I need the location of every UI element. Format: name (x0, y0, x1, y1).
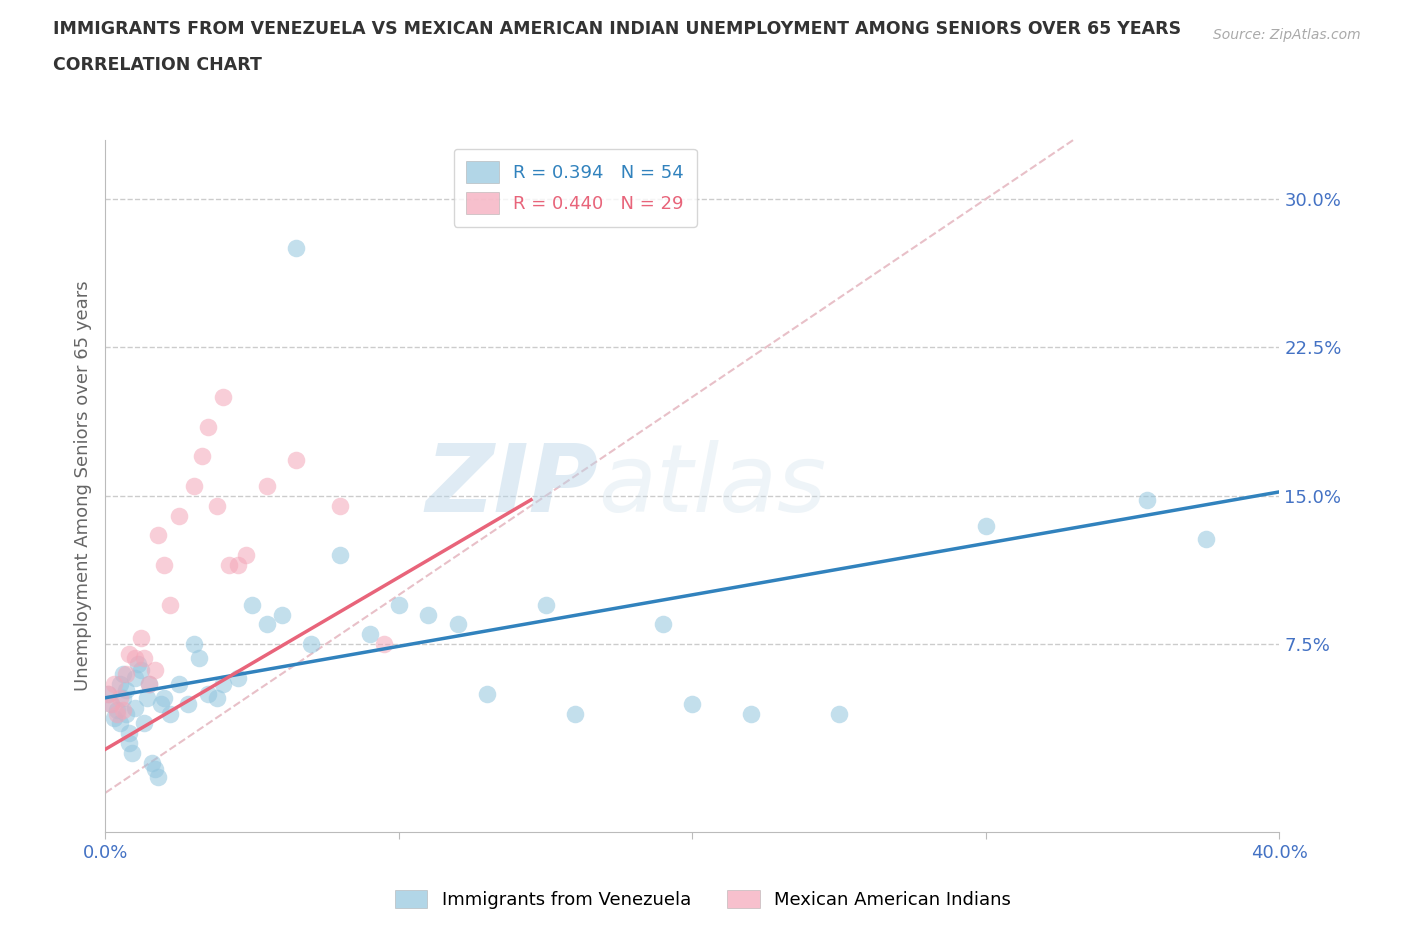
Point (148, 528, 170, 543)
Point (359, 627, 381, 642)
Point (118, 726, 141, 741)
Point (652, 618, 675, 632)
Point (121, 746, 143, 761)
Point (211, 390, 233, 405)
Y-axis label: Unemployment Among Seniors over 65 years: Unemployment Among Seniors over 65 years (73, 281, 91, 691)
Point (138, 676, 160, 691)
Point (153, 558, 176, 573)
Legend: Immigrants from Venezuela, Mexican American Indians: Immigrants from Venezuela, Mexican Ameri… (388, 883, 1018, 916)
Point (191, 449, 214, 464)
Point (270, 607, 292, 622)
Point (329, 498, 352, 513)
Point (418, 607, 440, 622)
Point (115, 706, 138, 721)
Point (205, 690, 228, 705)
Point (299, 637, 322, 652)
Point (132, 716, 155, 731)
Point (218, 558, 240, 573)
Legend: R = 0.394   N = 54, R = 0.440   N = 29: R = 0.394 N = 54, R = 0.440 N = 29 (454, 149, 696, 227)
Point (115, 667, 138, 682)
Point (475, 686, 498, 701)
Point (112, 690, 135, 705)
Point (100, 697, 122, 711)
Point (124, 700, 146, 715)
Point (112, 667, 135, 682)
Point (143, 762, 166, 777)
Point (183, 479, 205, 494)
Point (256, 479, 278, 494)
Point (135, 690, 157, 705)
Text: ZIP: ZIP (426, 440, 599, 532)
Point (105, 706, 128, 721)
Point (256, 618, 278, 632)
Point (828, 706, 851, 721)
Point (235, 548, 257, 563)
Point (153, 690, 176, 705)
Point (150, 697, 173, 711)
Point (197, 686, 219, 701)
Point (112, 702, 135, 717)
Point (1195, 532, 1218, 547)
Point (105, 702, 128, 717)
Point (132, 651, 155, 666)
Point (183, 637, 205, 652)
Point (129, 662, 152, 677)
Point (143, 662, 166, 677)
Text: CORRELATION CHART: CORRELATION CHART (53, 56, 263, 73)
Point (205, 498, 228, 513)
Text: IMMIGRANTS FROM VENEZUELA VS MEXICAN AMERICAN INDIAN UNEMPLOYMENT AMONG SENIORS : IMMIGRANTS FROM VENEZUELA VS MEXICAN AME… (53, 20, 1181, 38)
Point (141, 755, 163, 770)
Point (167, 508, 190, 523)
Point (974, 518, 997, 533)
Point (103, 676, 125, 691)
Point (97, 686, 120, 701)
Point (188, 651, 211, 666)
Point (115, 683, 138, 698)
Point (534, 597, 557, 612)
Point (1136, 492, 1159, 507)
Point (103, 711, 125, 725)
Point (124, 651, 146, 666)
Point (176, 697, 198, 711)
Point (129, 631, 152, 645)
Point (148, 769, 170, 784)
Point (118, 646, 141, 661)
Text: Source: ZipAtlas.com: Source: ZipAtlas.com (1213, 28, 1361, 42)
Point (388, 597, 411, 612)
Point (118, 736, 141, 751)
Point (138, 676, 160, 691)
Point (446, 618, 468, 632)
Point (108, 676, 131, 691)
Point (100, 697, 122, 711)
Point (167, 676, 190, 691)
Point (226, 671, 249, 685)
Point (159, 597, 181, 612)
Point (108, 690, 131, 705)
Text: atlas: atlas (599, 441, 827, 531)
Point (285, 241, 308, 256)
Point (197, 419, 219, 434)
Point (740, 706, 762, 721)
Point (97, 686, 120, 701)
Point (682, 697, 704, 711)
Point (211, 676, 233, 691)
Point (373, 637, 395, 652)
Point (127, 657, 149, 671)
Point (564, 706, 586, 721)
Point (226, 558, 249, 573)
Point (108, 716, 131, 731)
Point (124, 671, 146, 685)
Point (329, 548, 352, 563)
Point (285, 453, 308, 468)
Point (240, 597, 263, 612)
Point (159, 706, 181, 721)
